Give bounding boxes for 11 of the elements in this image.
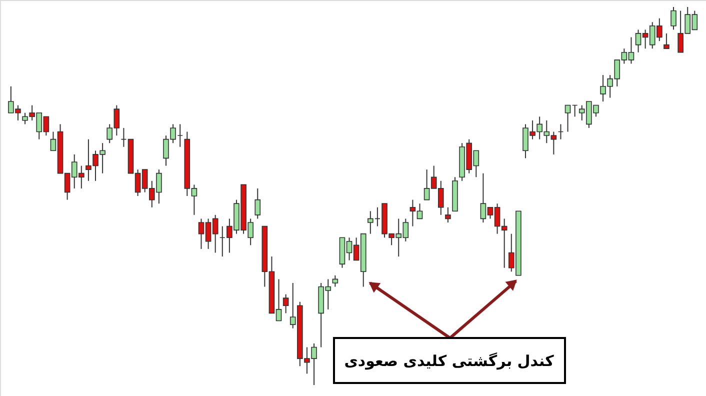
candlestick: [664, 32, 670, 50]
candlestick: [445, 206, 451, 223]
candlestick: [282, 294, 289, 314]
candlestick: [332, 274, 338, 288]
candlestick: [572, 104, 578, 118]
candlestick: [254, 188, 261, 220]
candlestick: [558, 124, 564, 140]
candlestick: [670, 6, 676, 30]
candlestick: [120, 127, 127, 148]
annotation: کندل برگشتی کلیدی صعودی: [344, 352, 554, 370]
candlestick: [564, 104, 571, 132]
